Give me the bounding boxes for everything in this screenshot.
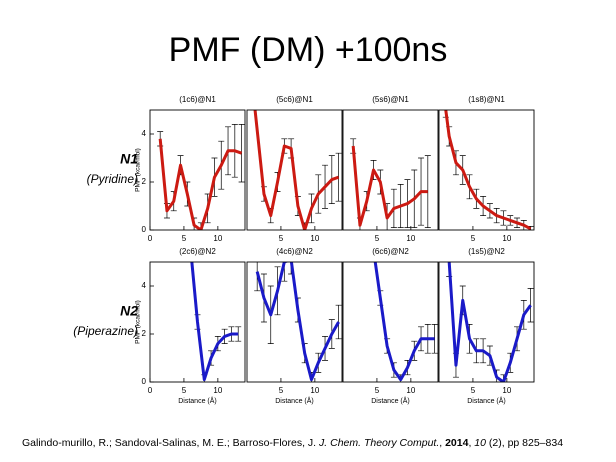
panel-frame <box>149 109 246 231</box>
x-tick-label: 10 <box>310 386 319 395</box>
x-tick-label: 10 <box>406 234 415 243</box>
plot-area <box>446 262 534 382</box>
pmf-line <box>447 262 532 382</box>
y-tick-label: 4 <box>142 281 147 290</box>
x-tick-label: 10 <box>406 386 415 395</box>
citation-part: 2014 <box>445 437 469 449</box>
panel-frame <box>246 109 343 231</box>
plot-area <box>251 88 342 230</box>
plot-area <box>190 262 242 382</box>
x-tick-label: 0 <box>148 234 153 243</box>
x-axis-label: Distance (Å) <box>178 396 217 405</box>
x-tick-label: 10 <box>213 386 222 395</box>
x-tick-label: 5 <box>279 234 284 243</box>
panel-title: (4c6)@N2 <box>276 247 313 256</box>
citation-part: (2), pp 825–834 <box>486 437 563 449</box>
pmf-line <box>351 145 428 227</box>
pmf-line <box>373 262 435 382</box>
plot-area <box>157 124 245 230</box>
pmf-line <box>255 262 340 382</box>
citation-part: , <box>439 437 445 449</box>
y-tick-label: 0 <box>142 377 147 386</box>
row-detail: (Pyridine) <box>87 172 138 186</box>
plot-area <box>350 138 431 230</box>
citation-part: 10 <box>474 437 486 449</box>
pmf-line <box>444 110 532 230</box>
slide-title: PMF (DM) +100ns <box>169 31 448 69</box>
row-label: N2 <box>120 303 138 319</box>
panel-frame <box>342 261 439 383</box>
pmf-line <box>190 262 239 382</box>
plot-area <box>373 262 438 382</box>
y-tick-label: 4 <box>142 129 147 138</box>
error-bar <box>281 262 288 282</box>
citation: Galindo-murillo, R.; Sandoval-Salinas, M… <box>22 437 563 449</box>
panel-title: (5c6)@N1 <box>276 95 313 104</box>
panel-title: (5s6)@N1 <box>372 95 409 104</box>
panel-title: (2c6)@N2 <box>179 247 216 256</box>
x-tick-label: 5 <box>375 386 380 395</box>
x-tick-label: 5 <box>182 386 187 395</box>
x-axis-label: Distance (Å) <box>275 396 314 405</box>
panel-frame <box>149 261 246 383</box>
y-axis-label: PMF (kcal/mol) <box>135 148 142 192</box>
x-tick-label: 5 <box>375 234 380 243</box>
x-tick-label: 10 <box>502 386 511 395</box>
x-tick-label: 0 <box>148 386 153 395</box>
pmf-line <box>253 110 340 230</box>
panel-title: (1s8)@N1 <box>468 95 505 104</box>
citation-part: , <box>468 437 474 449</box>
x-tick-label: 5 <box>471 386 476 395</box>
plot-area <box>442 110 534 230</box>
panel-title: (6c6)@N2 <box>372 247 409 256</box>
panel-frame <box>342 109 439 231</box>
panel-frame <box>438 261 535 383</box>
panel-frame <box>438 109 535 231</box>
x-tick-label: 10 <box>213 234 222 243</box>
citation-part: Galindo-murillo, R.; Sandoval-Salinas, M… <box>22 437 319 449</box>
row-detail: (Piperazine) <box>73 324 138 338</box>
error-bar <box>251 88 257 107</box>
panel-title: (1c6)@N1 <box>179 95 216 104</box>
x-tick-label: 5 <box>182 234 187 243</box>
row-label: N1 <box>120 151 138 167</box>
x-axis-label: Distance (Å) <box>371 396 410 405</box>
y-tick-label: 2 <box>142 329 147 338</box>
y-axis-label: PMF (kcal/mol) <box>135 300 142 344</box>
x-tick-label: 5 <box>471 234 476 243</box>
x-tick-label: 5 <box>279 386 284 395</box>
panel-title: (1s5)@N2 <box>468 247 505 256</box>
x-axis-label: Distance (Å) <box>467 396 506 405</box>
y-tick-label: 0 <box>142 225 147 234</box>
panel-frame <box>246 261 343 383</box>
citation-part: J. Chem. Theory Comput. <box>318 437 439 449</box>
plot-area <box>254 262 342 382</box>
y-tick-label: 2 <box>142 177 147 186</box>
x-tick-label: 10 <box>310 234 319 243</box>
x-tick-label: 10 <box>502 234 511 243</box>
pmf-line <box>158 138 243 230</box>
